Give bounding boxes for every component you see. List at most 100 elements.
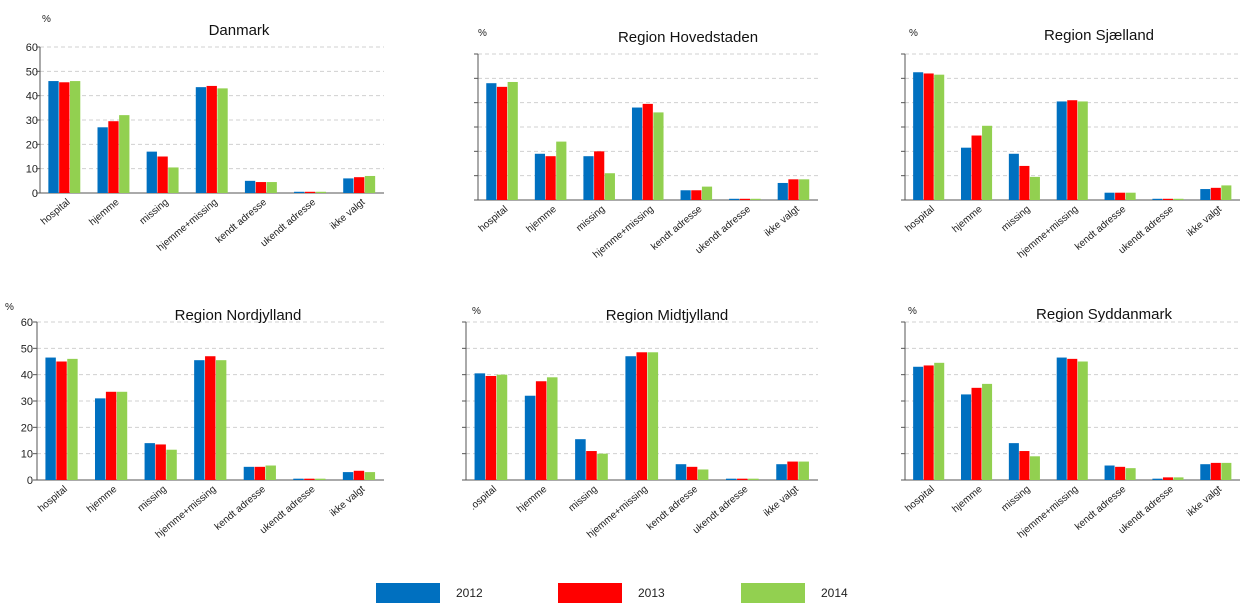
bar-2013 (353, 470, 365, 480)
y-axis-label: % (908, 306, 917, 317)
bar-2013 (206, 85, 217, 193)
legend-label-2013: 2013 (638, 586, 665, 600)
y-tick-label: 40 (26, 91, 38, 103)
bar-2013 (971, 135, 982, 200)
bar-2014 (266, 182, 277, 193)
x-category-label: missing (136, 484, 169, 514)
bar-2013 (545, 156, 556, 200)
chart-panel-5: % Region Midtjylland .ospital hjemme missing… (462, 306, 818, 541)
x-category-label: ikke valgt (1185, 204, 1224, 239)
bar-2014 (496, 374, 508, 480)
bar-2014 (799, 179, 810, 200)
bar-2014 (647, 352, 659, 480)
bar-2012 (474, 373, 486, 480)
bar-2014 (364, 472, 376, 480)
charts-grid: 0 10 20 30 40 50 60% Danmark hospital hjemme missi… (5, 14, 1240, 541)
bar-2013 (586, 451, 597, 480)
bar-2012 (144, 443, 155, 480)
bar-2013 (1210, 462, 1221, 480)
bar-2013 (105, 391, 117, 480)
bar-2012 (1104, 192, 1115, 200)
bar-2014 (116, 391, 128, 480)
bar-2013 (1067, 358, 1078, 480)
legend-label-2014: 2014 (821, 586, 848, 600)
legend-swatch-2012 (376, 583, 440, 603)
bar-2014 (119, 115, 130, 193)
bar-2013 (737, 478, 748, 480)
bar-2012 (680, 190, 691, 200)
y-tick-label: 20 (21, 422, 33, 434)
x-category-label: .ospital (468, 484, 499, 513)
legend-swatch-2014 (741, 583, 805, 603)
x-category-label: ikke valgt (328, 197, 367, 232)
x-category-label: hjemme (950, 204, 985, 236)
bar-2013 (304, 478, 315, 480)
bar-2012 (625, 356, 636, 480)
bar-2012 (486, 83, 497, 200)
bar-2013 (1019, 451, 1030, 480)
x-category-label: hospital (39, 197, 72, 228)
bar-2013 (1115, 192, 1126, 200)
chart-panel-2: % Region Hovedstaden hospital hjemme missing… (474, 28, 818, 261)
bar-2014 (1125, 468, 1136, 480)
bar-2013 (686, 466, 698, 480)
x-category-label: hjemme (524, 204, 559, 236)
bar-2014 (315, 191, 327, 193)
bar-2012 (534, 153, 546, 200)
bar-2012 (243, 466, 255, 480)
bar-2014 (1077, 101, 1088, 200)
x-category-label: missing (567, 484, 600, 514)
bar-2014 (265, 465, 276, 480)
bar-2012 (146, 151, 157, 193)
y-tick-label: 20 (26, 139, 38, 151)
chart-panel-1: 0 10 20 30 40 50 60% Danmark hospital hjemme missi… (26, 14, 384, 254)
bar-2014 (697, 469, 709, 480)
bar-2014 (1221, 185, 1232, 200)
bar-2012 (1008, 153, 1019, 200)
chart-title: Danmark (209, 22, 270, 39)
bar-2013 (108, 121, 119, 193)
x-category-label: hospital (903, 204, 936, 235)
bar-2012 (1200, 464, 1211, 480)
bar-2014 (1029, 176, 1040, 200)
bar-2012 (293, 478, 304, 480)
y-tick-label: 60 (21, 317, 33, 329)
bar-2012 (1008, 443, 1019, 480)
bar-2013 (923, 73, 934, 200)
bar-2014 (1173, 198, 1184, 200)
bar-2014 (166, 449, 177, 480)
bar-2013 (1162, 477, 1173, 480)
bar-2014 (653, 112, 664, 200)
bar-2012 (675, 464, 687, 480)
bar-2012 (94, 398, 106, 480)
bar-2013 (354, 177, 365, 193)
bar-2013 (254, 466, 266, 480)
x-category-label: hjemme (950, 484, 985, 516)
y-axis-label: % (42, 14, 51, 25)
bar-2014 (982, 383, 993, 480)
bar-2013 (1019, 165, 1030, 200)
bar-2012 (776, 464, 787, 480)
bar-2013 (255, 182, 267, 193)
bar-2013 (1210, 187, 1221, 200)
bar-2013 (971, 387, 982, 480)
y-tick-label: 0 (27, 475, 33, 487)
bar-2012 (960, 147, 972, 200)
chart-title: Region Sjælland (1044, 27, 1154, 44)
y-axis-label: % (5, 302, 14, 313)
bar-charts-svg: 0 10 20 30 40 50 60% Danmark hospital hjemme missi… (5, 14, 1240, 541)
bar-2012 (244, 180, 256, 193)
bar-2013 (59, 82, 70, 193)
y-axis-label: % (472, 306, 481, 317)
bar-2014 (168, 167, 179, 193)
bar-2014 (597, 453, 608, 480)
bar-2013 (594, 151, 605, 200)
chart-title: Region Midtjylland (606, 307, 729, 324)
bar-2013 (642, 103, 653, 200)
bar-2012 (777, 182, 788, 200)
bar-2012 (97, 127, 108, 193)
bar-2012 (583, 156, 594, 200)
chart-title: Region Nordjylland (175, 307, 302, 324)
